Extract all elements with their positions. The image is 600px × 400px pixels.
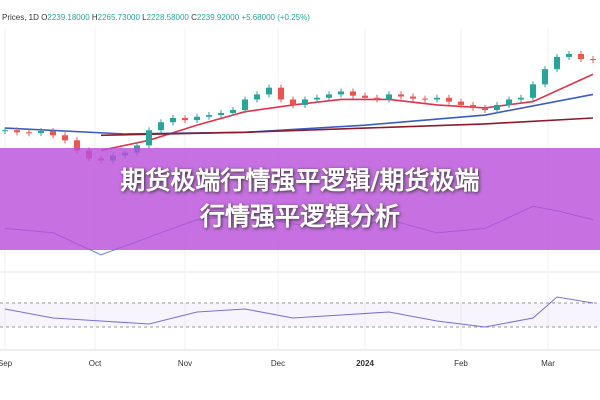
- candle: [146, 130, 152, 146]
- candle: [482, 107, 488, 110]
- x-tick-label: 2024: [356, 359, 374, 368]
- x-tick-label: Nov: [178, 359, 192, 368]
- candle: [74, 140, 80, 151]
- candle: [302, 99, 308, 105]
- candle: [158, 122, 164, 131]
- band: [0, 303, 600, 327]
- title-banner: 期货极端行情强平逻辑/期货极端 行情强平逻辑分析: [0, 148, 600, 250]
- x-tick-label: Dec: [271, 359, 285, 368]
- candle: [554, 56, 560, 70]
- candle: [434, 97, 440, 100]
- title-line: 行情强平逻辑分析: [199, 202, 400, 231]
- field-value: 2228.58000: [147, 13, 190, 22]
- field-key: H: [92, 13, 98, 22]
- candle: [314, 97, 320, 100]
- candle: [290, 99, 296, 105]
- candle: [506, 99, 512, 105]
- candle: [422, 98, 428, 100]
- candle: [458, 101, 464, 105]
- candle: [590, 59, 596, 61]
- field-value: 2239.92000: [197, 13, 240, 22]
- field-key: O: [41, 13, 47, 22]
- field-key: L: [142, 13, 147, 22]
- candle: [50, 131, 56, 136]
- candle: [386, 94, 392, 100]
- candle: [566, 54, 572, 57]
- symbol: Prices, 1D: [2, 13, 39, 22]
- candle: [410, 96, 416, 99]
- candle: [242, 99, 248, 110]
- candle: [218, 112, 224, 116]
- candle: [254, 94, 260, 100]
- candle: [494, 104, 500, 110]
- candle: [170, 118, 176, 123]
- candle: [2, 130, 8, 132]
- candle: [518, 97, 524, 100]
- candle: [278, 87, 284, 100]
- candle: [578, 54, 584, 60]
- candle: [362, 95, 368, 98]
- change: +5.68000 (+0.25%): [241, 13, 310, 22]
- candle: [230, 110, 236, 113]
- candle: [398, 94, 404, 97]
- candle: [374, 97, 380, 100]
- candle: [182, 118, 188, 121]
- moving-average: [4, 93, 594, 135]
- candle: [266, 87, 272, 95]
- field-value: 2265.73000: [98, 13, 141, 22]
- candle: [38, 131, 44, 134]
- candle: [62, 135, 68, 141]
- candle: [206, 115, 212, 117]
- candle: [194, 116, 200, 121]
- title-line: 期货极端行情强平逻辑/期货极端: [120, 166, 480, 195]
- candle: [542, 69, 548, 85]
- candle: [530, 84, 536, 98]
- field-key: C: [191, 13, 197, 22]
- candle: [350, 91, 356, 96]
- indicator-line: [4, 296, 594, 328]
- candle: [26, 132, 32, 134]
- candle: [338, 91, 344, 95]
- header: Prices, 1D O2239.18000 H2265.73000 L2228…: [2, 13, 310, 22]
- moving-average: [100, 117, 594, 137]
- candle: [470, 104, 476, 108]
- candle: [326, 94, 332, 98]
- field-value: 2239.18000: [47, 13, 90, 22]
- x-tick-label: Oct: [89, 359, 102, 368]
- candle: [446, 97, 452, 102]
- x-tick-label: Feb: [454, 359, 468, 368]
- x-tick-label: Mar: [541, 359, 555, 368]
- x-tick-label: Sep: [0, 359, 13, 368]
- candle: [14, 130, 20, 133]
- moving-average: [100, 73, 594, 152]
